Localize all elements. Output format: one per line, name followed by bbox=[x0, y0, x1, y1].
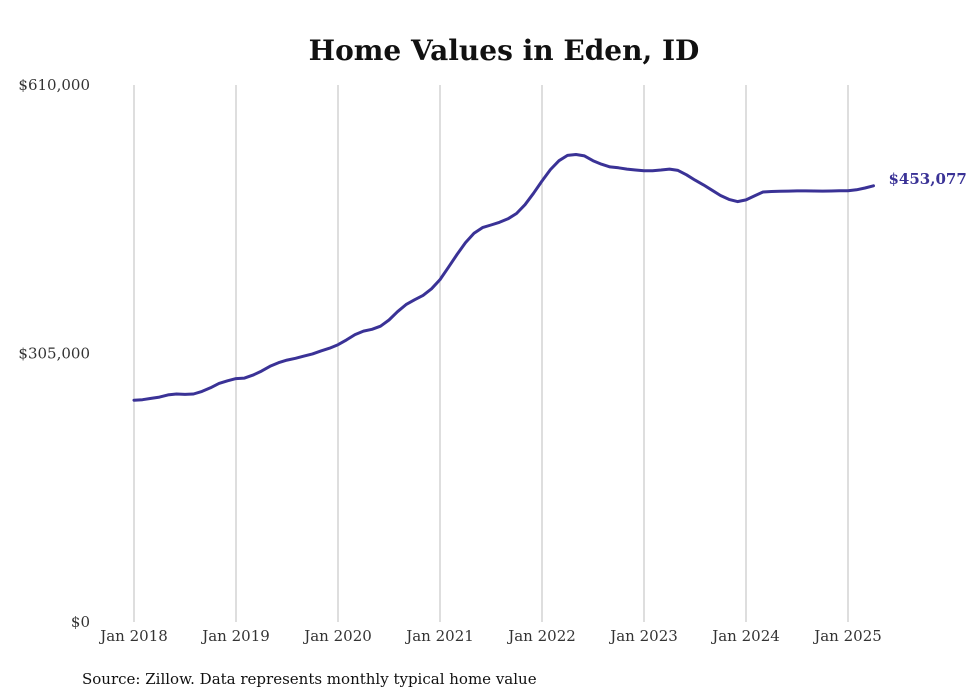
x-tick-label: Jan 2025 bbox=[812, 627, 882, 645]
x-tick-label: Jan 2024 bbox=[710, 627, 780, 645]
source-note: Source: Zillow. Data represents monthly … bbox=[82, 670, 537, 688]
y-axis-ticks: $0 $305,000 $610,000 bbox=[18, 76, 90, 631]
vertical-gridlines bbox=[133, 85, 849, 622]
x-tick-label: Jan 2022 bbox=[506, 627, 576, 645]
x-tick-label: Jan 2019 bbox=[200, 627, 270, 645]
latest-value-label: $453,077 bbox=[889, 170, 967, 188]
x-tick-label: Jan 2023 bbox=[608, 627, 678, 645]
x-tick-label: Jan 2020 bbox=[302, 627, 372, 645]
chart-title: Home Values in Eden, ID bbox=[309, 34, 700, 67]
y-tick-label: $610,000 bbox=[18, 76, 90, 94]
x-tick-label: Jan 2021 bbox=[404, 627, 474, 645]
x-tick-label: Jan 2018 bbox=[98, 627, 168, 645]
home-value-line bbox=[132, 153, 875, 402]
y-tick-label: $0 bbox=[71, 613, 90, 631]
y-tick-label: $305,000 bbox=[18, 345, 90, 363]
x-axis-ticks: Jan 2018 Jan 2019 Jan 2020 Jan 2021 Jan 2022… bbox=[98, 627, 882, 645]
